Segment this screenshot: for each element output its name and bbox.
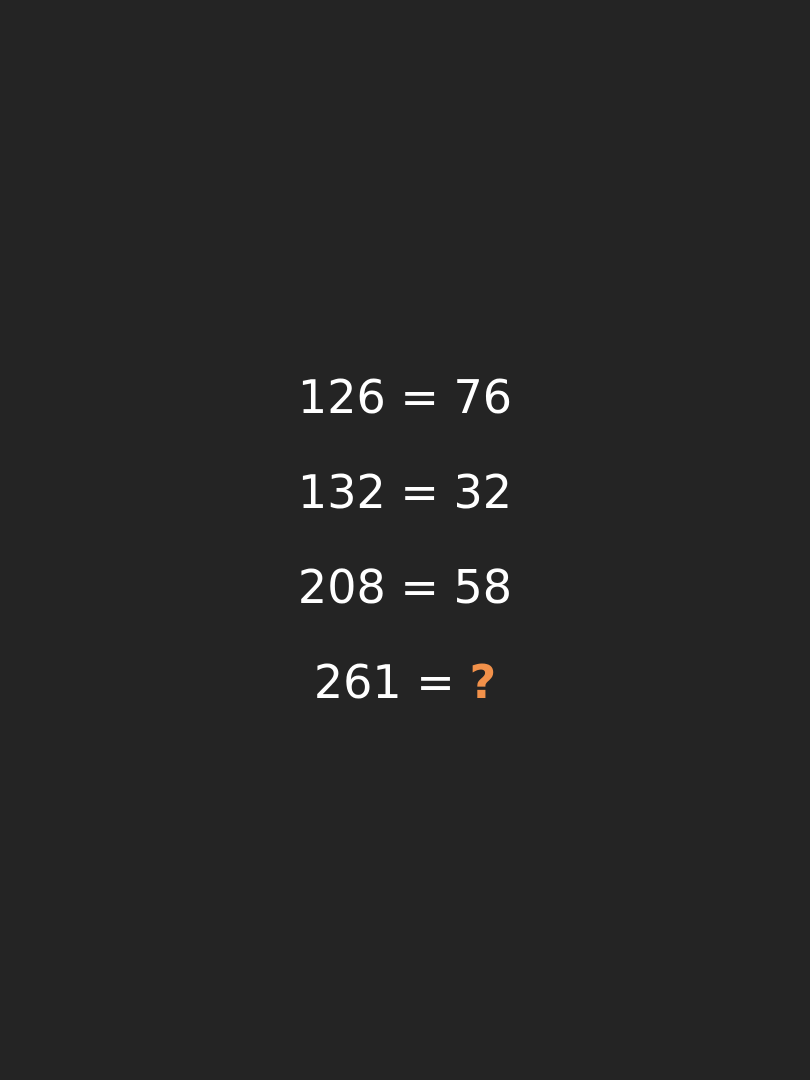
equation-row-1: 126 = 76 — [0, 367, 810, 427]
equation-right-value: 32 — [453, 465, 513, 519]
equals-sign: = — [416, 655, 455, 709]
equals-sign: = — [400, 465, 439, 519]
equals-sign: = — [400, 560, 439, 614]
equation-row-3: 208 = 58 — [0, 557, 810, 617]
equation-row-2: 132 = 32 — [0, 462, 810, 522]
equation-right-value: 58 — [453, 560, 513, 614]
equation-left-value: 261 — [313, 655, 402, 709]
equation-left-value: 132 — [297, 465, 386, 519]
equals-sign: = — [400, 370, 439, 424]
equation-row-4: 261 = ? — [0, 652, 810, 712]
equation-left-value: 126 — [297, 370, 386, 424]
equation-left-value: 208 — [297, 560, 386, 614]
equation-right-value: 76 — [453, 370, 513, 424]
unknown-answer: ? — [469, 655, 497, 709]
